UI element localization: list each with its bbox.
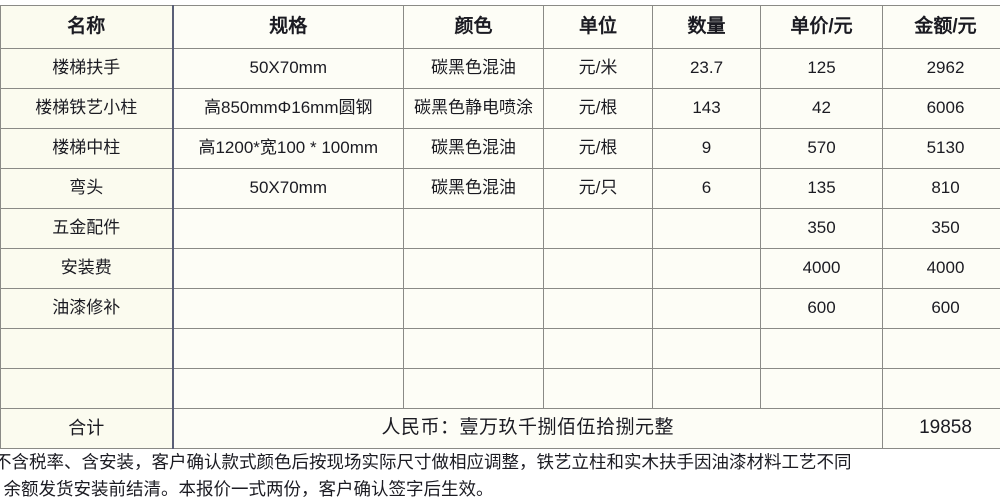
cell-price[interactable]: 4000	[761, 249, 883, 289]
table-row[interactable]: 五金配件 350 350	[1, 209, 1000, 249]
cell-spec[interactable]	[173, 329, 404, 369]
cell-name[interactable]: 五金配件	[1, 209, 173, 249]
cell-price[interactable]: 570	[761, 129, 883, 169]
cell-qty[interactable]: 6	[653, 169, 761, 209]
cell-spec[interactable]: 50X70mm	[173, 49, 404, 89]
cell-amount[interactable]: 350	[883, 209, 1000, 249]
cell-color[interactable]	[404, 209, 544, 249]
table-row[interactable]: 油漆修补 600 600	[1, 289, 1000, 329]
cell-spec[interactable]: 高850mmΦ16mm圆钢	[173, 89, 404, 129]
cell-spec[interactable]: 高1200*宽100 * 100mm	[173, 129, 404, 169]
footer-note-line-2: ，余额发货安装前结清。本报价一式两份，客户确认签字后生效。	[0, 476, 1000, 503]
cell-amount[interactable]: 810	[883, 169, 1000, 209]
cell-amount[interactable]: 2962	[883, 49, 1000, 89]
table-row-empty[interactable]	[1, 369, 1000, 409]
cell-amount[interactable]: 6006	[883, 89, 1000, 129]
cell-name[interactable]: 安装费	[1, 249, 173, 289]
cell-unit[interactable]: 元/根	[544, 129, 653, 169]
cell-name[interactable]: 楼梯铁艺小柱	[1, 89, 173, 129]
cell-color[interactable]	[404, 369, 544, 409]
cell-price[interactable]: 350	[761, 209, 883, 249]
cell-spec[interactable]: 50X70mm	[173, 169, 404, 209]
cell-name[interactable]	[1, 329, 173, 369]
cell-unit[interactable]	[544, 329, 653, 369]
cell-amount[interactable]: 600	[883, 289, 1000, 329]
cell-name[interactable]: 楼梯中柱	[1, 129, 173, 169]
cell-name[interactable]: 弯头	[1, 169, 173, 209]
cell-name[interactable]: 油漆修补	[1, 289, 173, 329]
cell-price[interactable]: 600	[761, 289, 883, 329]
quotation-table[interactable]: 名称 规格 颜色 单位 数量 单价/元 金额/元 楼梯扶手 50X70mm 碳黑…	[0, 5, 1000, 449]
cell-unit[interactable]: 元/根	[544, 89, 653, 129]
cell-spec[interactable]	[173, 369, 404, 409]
cell-color[interactable]	[404, 329, 544, 369]
cell-unit[interactable]: 元/米	[544, 49, 653, 89]
cell-qty[interactable]	[653, 369, 761, 409]
cell-color[interactable]: 碳黑色混油	[404, 169, 544, 209]
cell-qty[interactable]	[653, 329, 761, 369]
cell-name[interactable]: 楼梯扶手	[1, 49, 173, 89]
column-header-spec[interactable]: 规格	[173, 6, 404, 49]
table-row[interactable]: 楼梯中柱 高1200*宽100 * 100mm 碳黑色混油 元/根 9 570 …	[1, 129, 1000, 169]
cell-qty[interactable]: 9	[653, 129, 761, 169]
cell-unit[interactable]	[544, 209, 653, 249]
cell-color[interactable]	[404, 289, 544, 329]
cell-qty[interactable]: 23.7	[653, 49, 761, 89]
table-header-row: 名称 规格 颜色 单位 数量 单价/元 金额/元	[1, 6, 1000, 49]
table-total-row[interactable]: 合计 人民币：壹万玖千捌佰伍拾捌元整 19858	[1, 409, 1000, 449]
table-row[interactable]: 楼梯铁艺小柱 高850mmΦ16mm圆钢 碳黑色静电喷涂 元/根 143 42 …	[1, 89, 1000, 129]
cell-price[interactable]: 125	[761, 49, 883, 89]
cell-amount[interactable]: 4000	[883, 249, 1000, 289]
column-header-amount[interactable]: 金额/元	[883, 6, 1000, 49]
cell-color[interactable]: 碳黑色混油	[404, 129, 544, 169]
table-row[interactable]: 安装费 4000 4000	[1, 249, 1000, 289]
column-header-qty[interactable]: 数量	[653, 6, 761, 49]
cell-name[interactable]	[1, 369, 173, 409]
cell-spec[interactable]	[173, 289, 404, 329]
total-label[interactable]: 合计	[1, 409, 173, 449]
column-header-price[interactable]: 单价/元	[761, 6, 883, 49]
cell-qty[interactable]: 143	[653, 89, 761, 129]
cell-qty[interactable]	[653, 289, 761, 329]
column-header-name[interactable]: 名称	[1, 6, 173, 49]
cell-color[interactable]	[404, 249, 544, 289]
cell-unit[interactable]	[544, 289, 653, 329]
column-header-unit[interactable]: 单位	[544, 6, 653, 49]
cell-price[interactable]	[761, 369, 883, 409]
cell-unit[interactable]	[544, 249, 653, 289]
total-amount[interactable]: 19858	[883, 409, 1000, 449]
table-row[interactable]: 楼梯扶手 50X70mm 碳黑色混油 元/米 23.7 125 2962	[1, 49, 1000, 89]
column-header-color[interactable]: 颜色	[404, 6, 544, 49]
cell-amount[interactable]: 5130	[883, 129, 1000, 169]
table-row-empty[interactable]	[1, 329, 1000, 369]
cell-unit[interactable]: 元/只	[544, 169, 653, 209]
table-row[interactable]: 弯头 50X70mm 碳黑色混油 元/只 6 135 810	[1, 169, 1000, 209]
cell-price[interactable]	[761, 329, 883, 369]
cell-spec[interactable]	[173, 249, 404, 289]
cell-color[interactable]: 碳黑色静电喷涂	[404, 89, 544, 129]
cell-price[interactable]: 42	[761, 89, 883, 129]
cell-amount[interactable]	[883, 369, 1000, 409]
cell-qty[interactable]	[653, 209, 761, 249]
cell-spec[interactable]	[173, 209, 404, 249]
cell-qty[interactable]	[653, 249, 761, 289]
total-amount-in-words[interactable]: 人民币：壹万玖千捌佰伍拾捌元整	[173, 409, 883, 449]
cell-unit[interactable]	[544, 369, 653, 409]
cell-price[interactable]: 135	[761, 169, 883, 209]
cell-color[interactable]: 碳黑色混油	[404, 49, 544, 89]
cell-amount[interactable]	[883, 329, 1000, 369]
footer-note: 不含税率、含安装，客户确认款式颜色后按现场实际尺寸做相应调整，铁艺立柱和实木扶手…	[0, 449, 1000, 503]
footer-note-line-1: 不含税率、含安装，客户确认款式颜色后按现场实际尺寸做相应调整，铁艺立柱和实木扶手…	[0, 449, 1000, 476]
